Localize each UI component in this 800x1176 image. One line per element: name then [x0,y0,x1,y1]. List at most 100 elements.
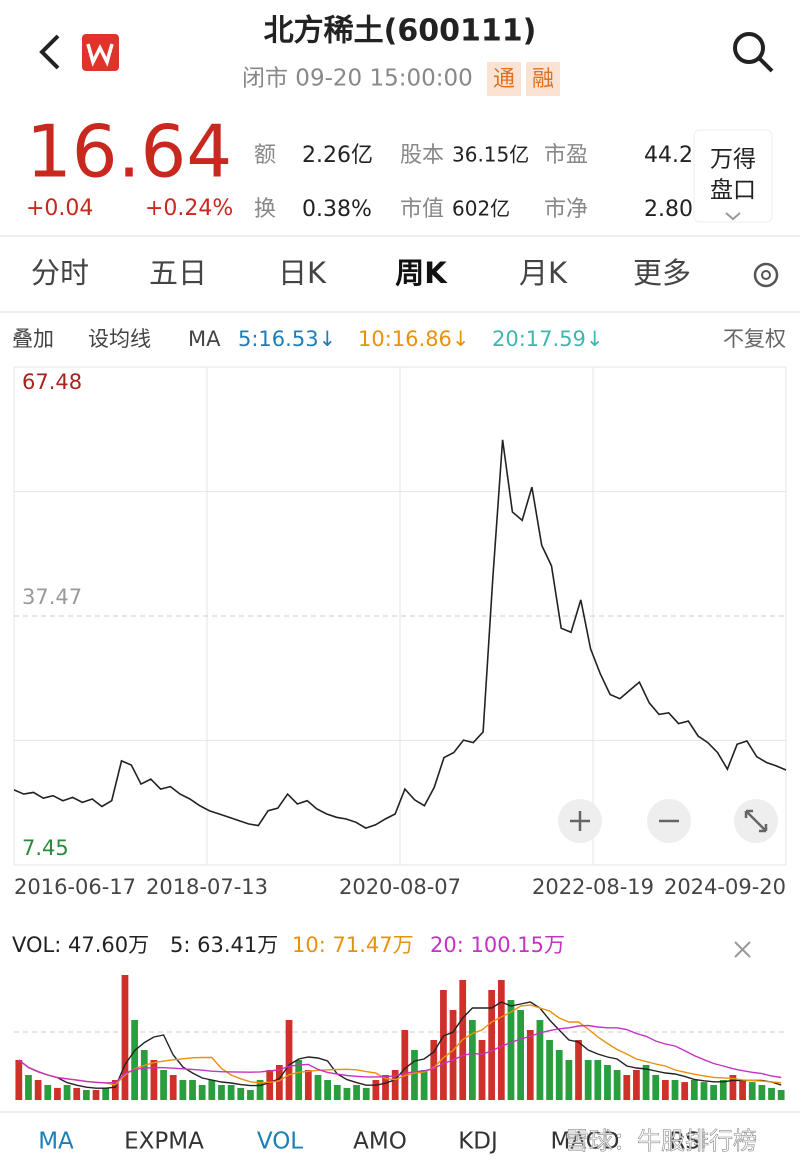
volume-bar [401,1030,409,1100]
stat-value: 2.80 [644,197,693,222]
period-tab[interactable]: 更多 [633,256,691,290]
volume-bar [131,1020,139,1100]
volume-bar [256,1080,264,1100]
ma-value: 20:17.59↓ [492,327,604,351]
volume-bar [111,1080,119,1100]
volume-bar [82,1090,90,1100]
volume-bar [768,1087,775,1100]
x-tick-label: 2020-08-07 [339,875,461,899]
volume-bar [179,1080,187,1100]
volume-bar [208,1080,216,1100]
volume-bar [247,1090,254,1100]
x-tick-label: 2024-09-20 [664,875,786,899]
volume-bar [729,1075,737,1100]
period-tab[interactable]: 日K [278,256,327,290]
volume-bar [333,1085,341,1100]
legend-entry: 20: 100.15万 [430,933,565,957]
volume-bar [700,1082,708,1100]
chevron [725,212,741,221]
volume-bar [526,1030,534,1100]
volume-bar [198,1085,206,1100]
back-button[interactable] [39,34,60,70]
volume-bar [565,1060,573,1100]
indicator-tab[interactable]: EXPMA [124,1129,204,1155]
stock-title: 北方稀土(600111) [264,14,537,49]
volume-bar [411,1050,418,1100]
volume-bar [304,1070,312,1100]
adjust-option: 不复权 [723,327,786,351]
stat-value: 44.2 [644,143,693,168]
volume-bar [160,1070,167,1100]
indicator-tab[interactable]: RSI [669,1129,706,1155]
ma-value: 5:16.53↓ [238,327,336,351]
stat-value: 0.38% [302,197,372,222]
ma-option: 设均线 [88,327,151,351]
volume-bar [15,1060,23,1100]
ma-option: 叠加 [12,327,54,351]
panel-button-label: 盘口 [710,178,756,204]
legend-entry: 10: 71.47万 [292,933,414,957]
volume-bar [420,1070,428,1100]
volume-bar [555,1050,563,1100]
app-icon-glyph [86,43,114,67]
volume-bar [237,1087,245,1100]
period-tab[interactable]: 周K [395,256,448,290]
volume-bar [681,1082,689,1100]
volume-bar [710,1085,718,1100]
stat-label: 换 [254,197,276,222]
change-pct: +0.24% [145,196,233,221]
settings-glyph [761,270,771,280]
tag-bg [487,62,521,96]
x-tick-label: 2016-06-17 [14,875,136,899]
x-tick-label: 2018-07-13 [146,875,268,899]
volume-bar [73,1087,81,1100]
legend-entry: VOL: 47.60万 [12,933,149,957]
change: +0.04 [26,196,93,221]
y-tick-label: 67.48 [22,370,82,394]
indicator-tab[interactable]: MA [38,1129,74,1155]
indicator-tab[interactable]: KDJ [458,1129,498,1155]
period-tab[interactable]: 月K [519,256,568,290]
stat-label: 股本 [400,143,444,168]
volume-bar [633,1070,640,1100]
volume-bar [150,1060,158,1100]
stat-value: 36.15亿 [452,143,529,167]
volume-bar [275,1065,283,1100]
volume-bar [382,1075,389,1100]
volume-bar [546,1040,553,1100]
volume-bar [748,1082,756,1100]
volume-bar [266,1070,274,1100]
fullscreen-glyph [744,809,768,833]
ma-value: 10:16.86↓ [358,327,470,351]
y-tick-label: 7.45 [22,836,69,860]
indicator-tab[interactable]: AMO [353,1129,407,1155]
panel-button-label: 万得 [710,147,756,173]
stat-label: 市净 [544,197,588,222]
settings-button[interactable] [753,262,779,288]
indicator-tab[interactable]: VOL [257,1129,303,1155]
market-status: 闭市 09-20 15:00:00 [242,66,473,92]
indicator-tab[interactable]: MACD [551,1129,620,1155]
ma-option: MA [188,327,221,351]
volume-ma-line [18,1004,782,1086]
volume-bar [63,1085,71,1100]
period-tab[interactable]: 分时 [31,256,89,290]
stat-label: 额 [254,143,276,168]
volume-bar [295,1060,303,1100]
stat-label: 市值 [400,197,444,222]
search-button[interactable] [733,32,765,64]
volume-bar [690,1080,698,1100]
volume-bar [227,1085,235,1100]
tag-bg [526,62,560,96]
volume-bar [478,1040,486,1100]
panel-button[interactable] [693,129,773,223]
close-indicator[interactable] [734,941,751,958]
volume-bar [584,1060,592,1100]
tag: 通 [493,67,515,92]
stat-value: 602亿 [452,197,510,221]
volume-bar [507,1000,515,1100]
price-line [13,439,787,829]
period-tab[interactable]: 五日 [149,256,207,290]
